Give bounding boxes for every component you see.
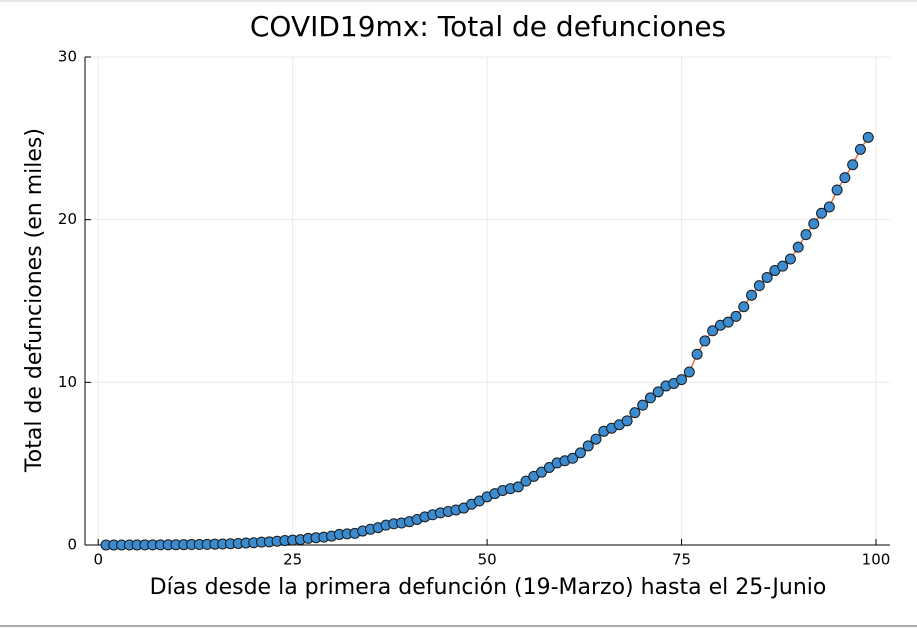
data-point [699,335,711,347]
data-point [683,366,695,378]
data-point [862,131,874,143]
data-point [753,280,765,292]
data-point [637,399,649,411]
data-point [652,386,664,398]
data-point [512,481,524,493]
data-point [582,440,594,452]
x-tick-label: 0 [93,551,103,569]
data-point [722,316,734,328]
data-point [629,407,641,419]
y-tick-label: 30 [58,48,77,66]
data-point [730,310,742,322]
data-point [520,475,532,487]
data-point [574,447,586,459]
data-point [691,348,703,360]
data-point [784,253,796,265]
data-point [761,271,773,283]
y-tick-label: 0 [67,536,77,554]
data-point [707,325,719,337]
x-axis-label: Días desde la primera defunción (19-Marz… [150,575,827,600]
data-point [792,241,804,253]
chart-title: COVID19mx: Total de defunciones [250,10,726,43]
data-point [738,301,750,313]
data-point [676,374,688,386]
y-axis-label: Total de defunciones (en miles) [22,128,47,473]
data-point [590,433,602,445]
data-point [831,184,843,196]
x-tick-label: 25 [283,551,302,569]
x-tick-label: 50 [478,551,497,569]
data-point [847,159,859,171]
data-point [816,207,828,219]
data-point [800,229,812,241]
data-point [854,143,866,155]
y-tick-label: 20 [58,210,77,228]
data-point [823,201,835,213]
x-tick-label: 100 [862,551,891,569]
data-point [746,289,758,301]
data-point [777,260,789,272]
data-point [839,172,851,184]
x-tick-label: 75 [672,551,691,569]
data-point [621,415,633,427]
data-point [644,392,656,404]
data-point [567,452,579,464]
y-tick-label: 10 [58,373,77,391]
data-point [808,218,820,230]
